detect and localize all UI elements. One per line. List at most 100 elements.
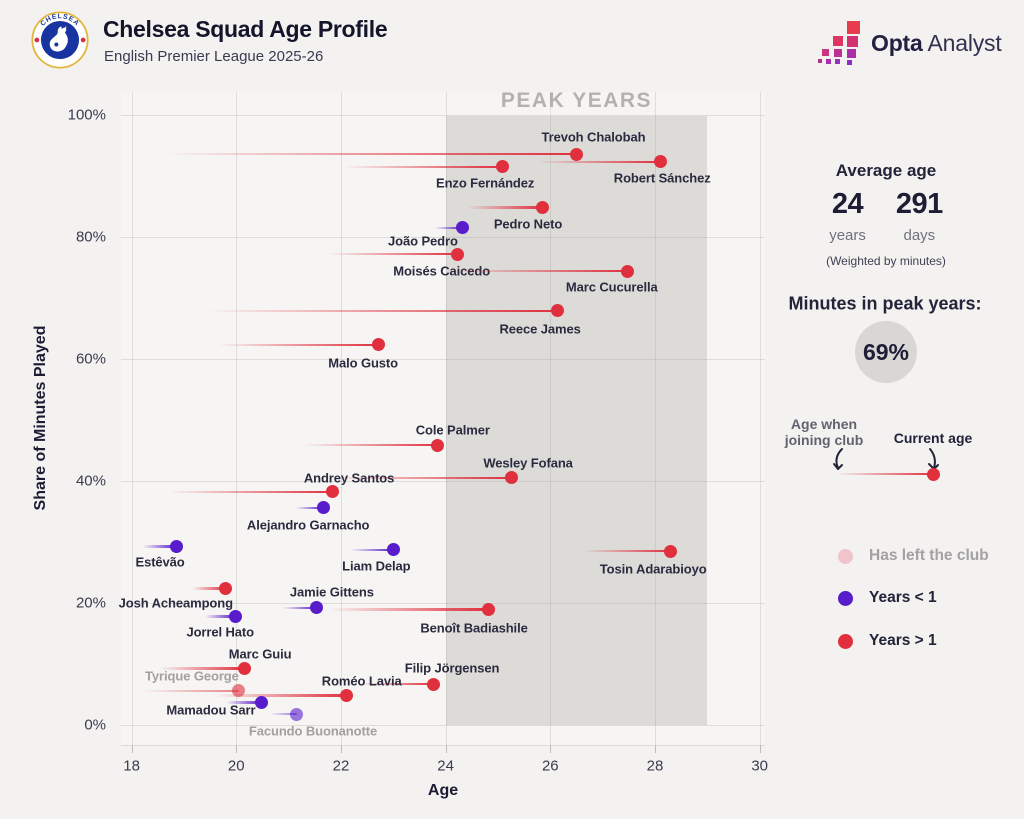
x-tick-mark	[550, 745, 552, 753]
player-trail	[327, 608, 489, 611]
player-trail	[270, 712, 297, 716]
legend-example-dot	[926, 467, 940, 481]
average-age-title: Average age	[835, 161, 937, 180]
x-tick-label: 18	[123, 757, 140, 775]
red-dot-icon	[838, 633, 853, 649]
player-dot	[504, 471, 518, 485]
player-trail	[304, 443, 438, 447]
player-dot	[451, 247, 465, 261]
player-trail	[207, 309, 558, 313]
player-label: Marc Cucurella	[565, 279, 658, 295]
player-trail	[169, 490, 333, 494]
player-label: Wesley Fofana	[483, 455, 573, 471]
player-dot	[169, 539, 183, 553]
x-tick-label: 26	[541, 757, 559, 775]
player-dot	[456, 221, 470, 235]
player-label: Cole Palmer	[415, 422, 490, 438]
opta-analyst-wordmark: Opta Analyst	[871, 29, 1002, 56]
player-trail	[330, 476, 512, 480]
player-trail	[204, 615, 236, 618]
x-tick-mark	[131, 745, 133, 753]
player-label: Tyrique George	[145, 668, 239, 684]
player-dot	[228, 609, 242, 623]
player-dot	[371, 338, 385, 352]
player-trail	[191, 587, 226, 590]
legend-joining-age-label: Age when joining club	[784, 416, 864, 448]
player-trail	[537, 160, 661, 164]
x-tick-mark	[340, 745, 342, 753]
x-gridline	[655, 92, 656, 745]
player-dot	[663, 544, 677, 558]
x-tick-label: 24	[437, 757, 454, 775]
player-label: Marc Guiu	[228, 646, 292, 662]
y-gridline	[121, 237, 765, 238]
player-trail	[217, 343, 379, 347]
player-label: Tosin Adarabioyo	[599, 561, 707, 577]
x-gridline	[236, 92, 238, 745]
legend-example-trail	[836, 472, 933, 476]
x-gridline	[131, 92, 133, 745]
player-trail	[466, 206, 543, 209]
weighted-note: (Weighted by minutes)	[826, 254, 946, 268]
player-dot	[426, 677, 440, 691]
page-title: Chelsea Squad Age Profile	[103, 16, 388, 42]
y-tick-label: 40%	[75, 472, 106, 490]
player-trail	[450, 269, 628, 273]
y-gridline	[121, 359, 765, 360]
y-gridline	[121, 115, 765, 116]
player-trail	[215, 694, 347, 697]
peak-minutes-badge: 69%	[855, 321, 917, 383]
legend-item-years-lt-1: Years < 1	[838, 589, 937, 607]
player-dot	[255, 695, 269, 709]
player-label: Roméo Lavia	[321, 673, 402, 689]
player-trail	[582, 549, 671, 553]
player-trail	[327, 252, 458, 256]
pink-dot-icon	[838, 548, 853, 564]
y-tick-label: 60%	[75, 350, 106, 368]
y-gridline	[121, 603, 765, 604]
player-trail	[283, 606, 317, 610]
average-age-days-unit: days	[903, 227, 936, 244]
player-dot	[481, 603, 495, 617]
player-label: Facundo Buonanotte	[248, 723, 378, 739]
y-gridline	[121, 481, 765, 482]
x-gridline	[445, 92, 447, 745]
opta-analyst-logo: Opta Analyst	[818, 21, 1002, 65]
player-dot	[495, 160, 509, 174]
player-trail	[435, 226, 463, 230]
player-label: Benoît Badiashile	[420, 620, 528, 636]
legend-item-label: Years < 1	[869, 589, 937, 606]
average-age-years-value: 24	[831, 188, 864, 220]
player-label: Pedro Neto	[493, 216, 563, 232]
player-dot	[290, 707, 304, 721]
peak-years-band	[445, 116, 708, 725]
plot-area	[121, 92, 765, 746]
player-label: Alejandro Garnacho	[246, 517, 370, 533]
legend-item-years-gt-1: Years > 1	[838, 632, 937, 650]
player-label: Filip Jörgensen	[404, 660, 500, 676]
y-tick-label: 100%	[67, 106, 106, 124]
player-trail	[164, 152, 577, 156]
player-label: Mamadou Sarr	[166, 702, 256, 718]
x-tick-label: 28	[646, 757, 664, 775]
legend-item-label: Years > 1	[869, 632, 937, 649]
player-dot	[340, 689, 354, 703]
player-label: Jamie Gittens	[289, 584, 374, 600]
player-trail	[225, 701, 262, 704]
player-dot	[431, 438, 445, 452]
player-dot	[310, 601, 324, 615]
purple-dot-icon	[838, 590, 853, 606]
legend-item-left-club: Has left the club	[838, 547, 989, 565]
player-trail	[160, 666, 245, 670]
player-label: Robert Sánchez	[613, 170, 711, 186]
player-label: Enzo Fernández	[436, 175, 535, 191]
page-subtitle: English Premier League 2025-26	[104, 48, 324, 65]
player-trail	[143, 689, 239, 693]
player-dot	[550, 304, 564, 318]
player-label: João Pedro	[388, 233, 458, 249]
x-gridline	[550, 92, 552, 745]
x-tick-label: 30	[751, 757, 769, 775]
player-trail	[343, 165, 503, 169]
x-tick-mark	[759, 745, 761, 753]
player-trail	[296, 506, 324, 510]
